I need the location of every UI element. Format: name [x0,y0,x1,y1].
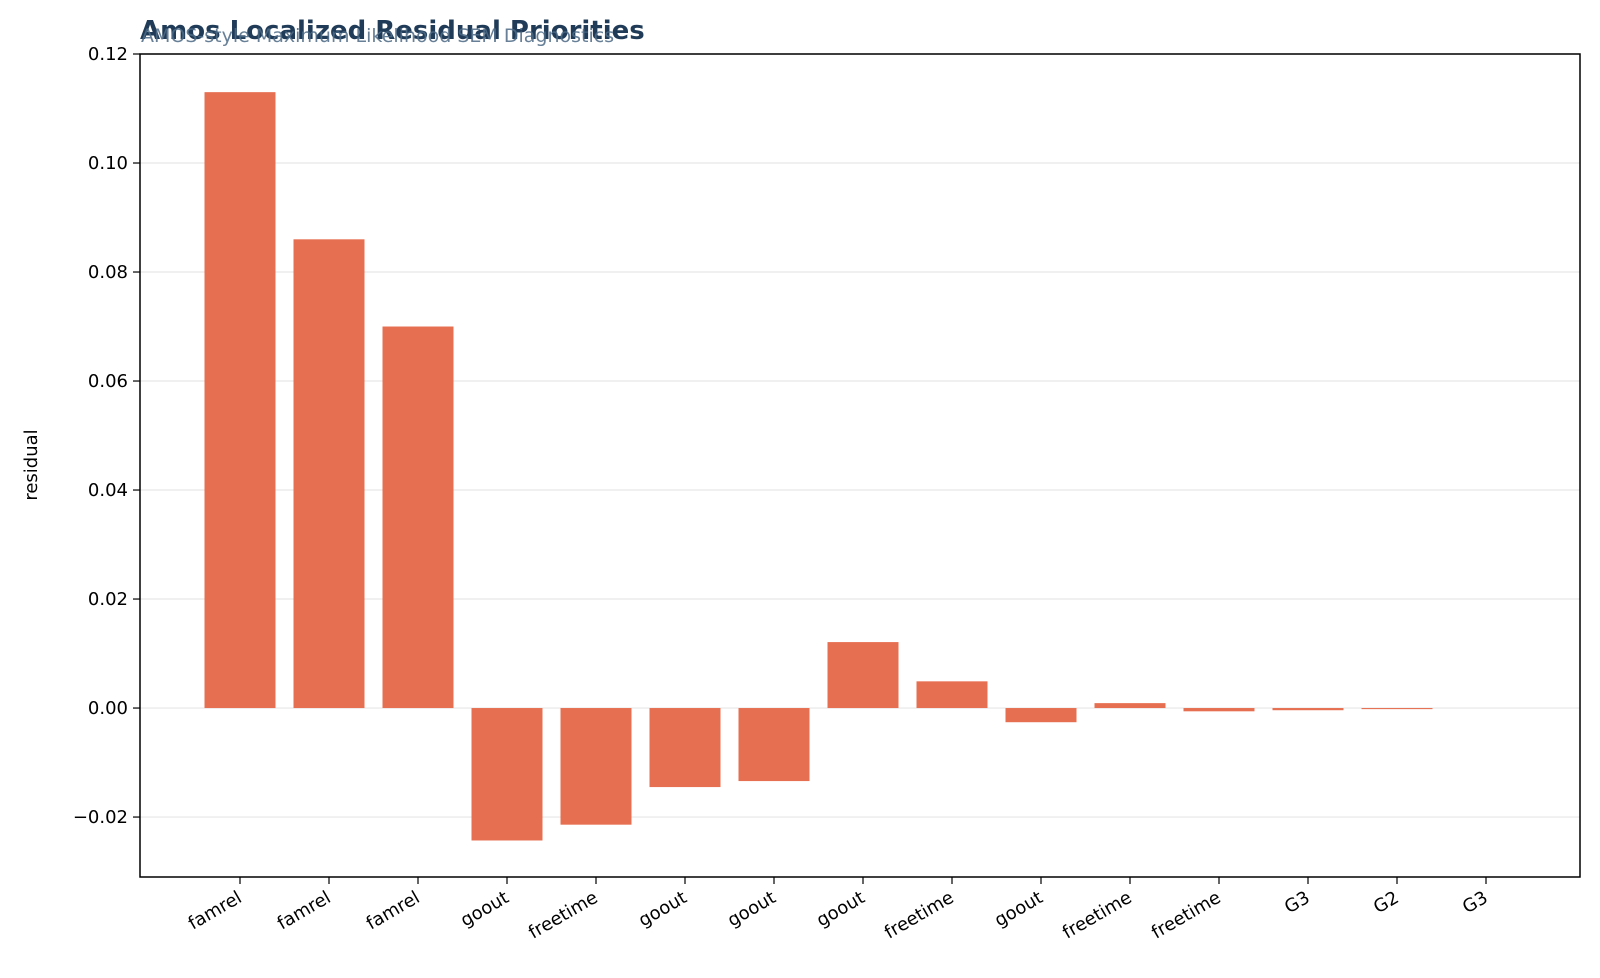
bar [382,326,454,709]
bar [204,92,276,709]
chart-title: Amos Localized Residual Priorities [140,16,645,46]
x-tick-label: goout [991,887,1046,931]
y-tick-label: −0.02 [73,807,128,828]
x-tick-label: goout [724,887,779,931]
x-axis: famrel famrel famrel goout freetime goout goou… [185,877,1492,943]
y-tick-label: 0.00 [88,698,128,719]
y-tick-label: 0.06 [88,371,128,392]
y-tick-label: 0.02 [88,589,128,610]
y-tick-label: 0.08 [88,262,128,283]
y-tick-label: 0.10 [88,153,128,174]
bar [293,239,365,709]
chart-subtitle: AMOS-style Maximum Likelihood SEM Diagno… [141,25,614,47]
x-tick-label: G3 [1281,887,1314,918]
bar [738,708,810,782]
bar [1094,703,1166,709]
x-tick-label: G2 [1370,887,1403,918]
x-tick-label: G3 [1459,887,1492,918]
bar [649,708,721,788]
x-tick-label: freetime [1059,887,1135,943]
bar [1361,708,1433,710]
x-tick-label: famrel [363,887,424,934]
bars [204,92,1433,841]
gridlines [140,53,1580,818]
bar [560,708,632,825]
x-tick-label: goout [813,887,868,931]
bar [827,642,899,709]
y-axis-label: residual [21,429,42,500]
x-tick-label: famrel [185,887,246,934]
x-tick-label: famrel [274,887,335,934]
x-tick-label: freetime [881,887,957,943]
x-tick-label: goout [457,887,512,931]
plot-frame [139,53,1581,878]
y-tick-label: 0.04 [88,480,128,501]
bar [1005,708,1077,723]
y-tick-label: 0.12 [88,44,128,65]
x-tick-label: freetime [1148,887,1224,943]
bar [1272,708,1344,711]
y-axis: −0.02 0.00 0.02 0.04 0.06 0.08 0.10 0.12 [73,44,140,828]
bar [916,681,988,709]
x-tick-label: goout [635,887,690,931]
bar [1183,708,1255,712]
x-tick-label: freetime [525,887,601,943]
bar [471,708,543,841]
